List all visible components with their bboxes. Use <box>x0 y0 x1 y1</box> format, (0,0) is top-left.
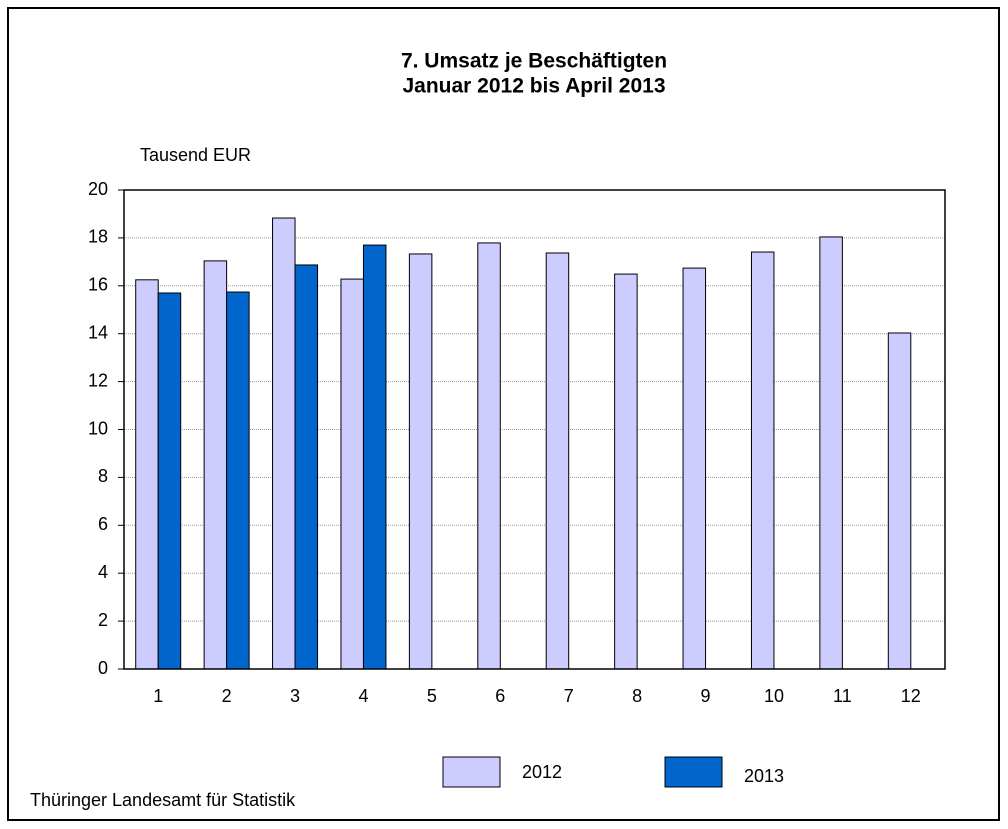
bar <box>682 267 707 670</box>
bar <box>157 292 182 670</box>
x-tick-label: 5 <box>427 686 437 706</box>
bar <box>203 260 228 670</box>
chart-subtitle: Januar 2012 bis April 2013 <box>402 75 665 98</box>
plot-border <box>123 189 946 670</box>
bar <box>408 253 433 670</box>
x-tick-label: 6 <box>495 686 505 706</box>
bar <box>614 273 638 670</box>
bar <box>477 242 501 670</box>
bar <box>272 217 296 670</box>
y-tick-label: 20 <box>88 179 108 199</box>
x-tick-label: 1 <box>153 686 163 706</box>
y-tick-label: 16 <box>88 275 108 295</box>
y-tick-label: 0 <box>98 658 108 678</box>
x-tick-label: 8 <box>632 686 642 706</box>
y-tick-label: 18 <box>88 227 108 247</box>
x-tick-label: 7 <box>564 686 574 706</box>
x-tick-label: 11 <box>833 686 852 706</box>
x-tick-label: 10 <box>764 686 784 706</box>
x-tick-label: 2 <box>222 686 232 706</box>
bar <box>819 236 843 670</box>
y-axis-label: Tausend EUR <box>140 145 251 165</box>
x-tick-label: 4 <box>358 686 368 706</box>
bar <box>135 279 159 670</box>
y-tick-label: 6 <box>98 514 108 534</box>
bar <box>340 278 364 670</box>
bar <box>362 244 387 670</box>
x-tick-label: 9 <box>701 686 711 706</box>
legend-swatch <box>664 756 723 788</box>
y-tick-label: 10 <box>88 418 108 438</box>
bar <box>887 332 912 670</box>
y-tick-label: 14 <box>88 322 108 342</box>
bar <box>294 264 319 670</box>
y-tick-label: 8 <box>98 466 108 486</box>
y-tick-label: 2 <box>98 610 108 630</box>
x-tick-label: 3 <box>290 686 300 706</box>
legend-label: 2013 <box>744 766 784 786</box>
bar <box>750 251 775 670</box>
bar <box>545 252 570 670</box>
bar <box>226 291 250 670</box>
y-tick-label: 4 <box>98 562 108 582</box>
legend-label: 2012 <box>522 762 562 782</box>
y-tick-label: 12 <box>88 370 108 390</box>
source: Thüringer Landesamt für Statistik <box>30 790 296 810</box>
x-tick-label: 12 <box>901 686 921 706</box>
legend-swatch <box>442 756 501 788</box>
chart-title: 7. Umsatz je Beschäftigten <box>401 50 667 73</box>
